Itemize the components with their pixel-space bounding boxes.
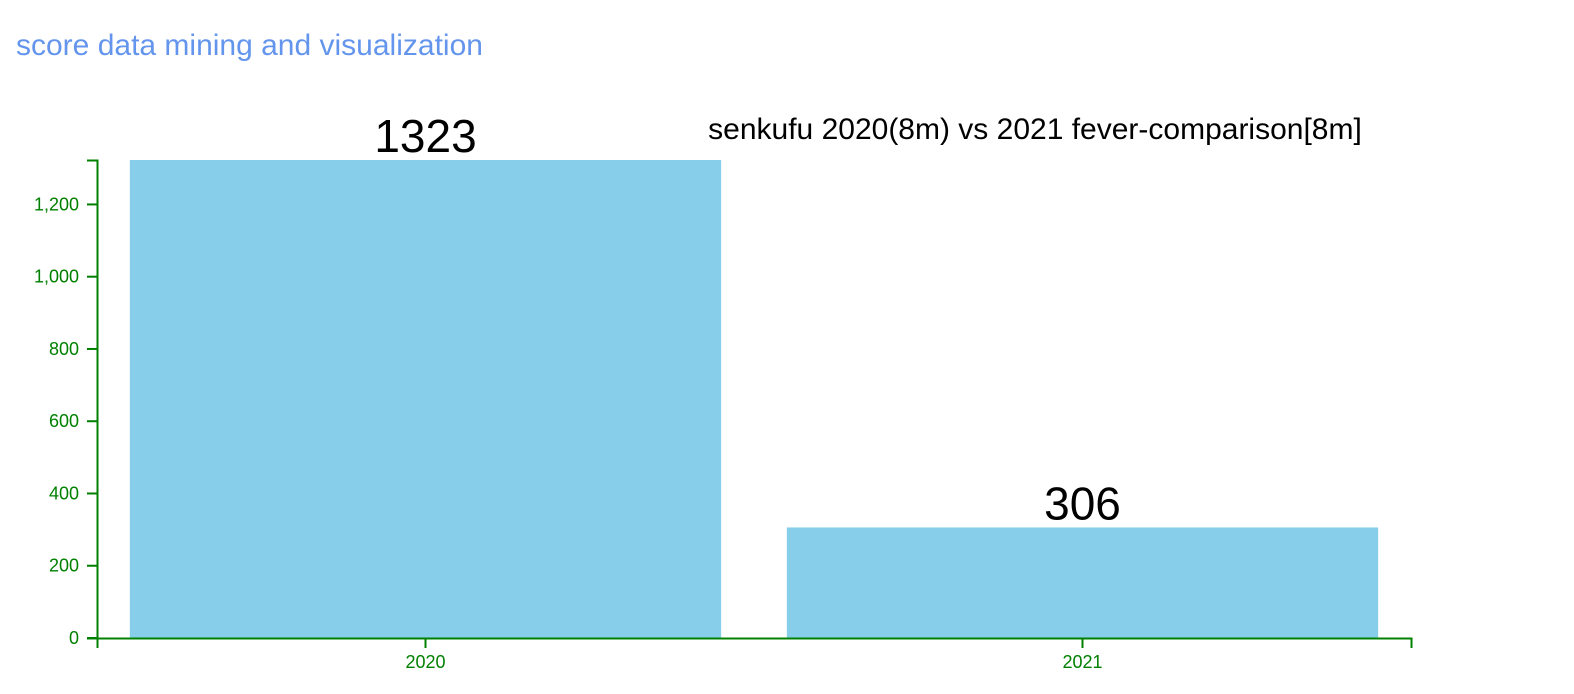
x-axis-line bbox=[96, 637, 1413, 648]
bar-2020 bbox=[129, 160, 722, 638]
value-label-2020: 1323 bbox=[374, 110, 476, 162]
y-tick-label: 800 bbox=[49, 339, 79, 359]
page-heading: score data mining and visualization bbox=[16, 29, 483, 62]
y-axis: 0 200 400 600 800 1,000 1,200 bbox=[34, 159, 99, 648]
y-tick-label: 200 bbox=[49, 556, 79, 576]
y-tick-label: 1,000 bbox=[34, 267, 79, 287]
value-label-2021: 306 bbox=[1044, 477, 1121, 529]
y-tick-label: 400 bbox=[49, 483, 79, 503]
bars-layer bbox=[129, 160, 1379, 638]
chart-title: senkufu 2020(8m) vs 2021 fever-compariso… bbox=[708, 113, 1362, 146]
x-axis: 2020 2021 bbox=[96, 637, 1413, 672]
x-tick-label-2021: 2021 bbox=[1062, 652, 1102, 672]
y-axis-line bbox=[87, 159, 99, 640]
y-tick-label: 1,200 bbox=[34, 194, 79, 214]
y-tick-label: 600 bbox=[49, 411, 79, 431]
value-labels: 1323 306 bbox=[374, 110, 1121, 529]
bar-2021 bbox=[786, 527, 1379, 638]
y-tick-label: 0 bbox=[69, 628, 79, 648]
x-tick-label-2020: 2020 bbox=[405, 652, 445, 672]
